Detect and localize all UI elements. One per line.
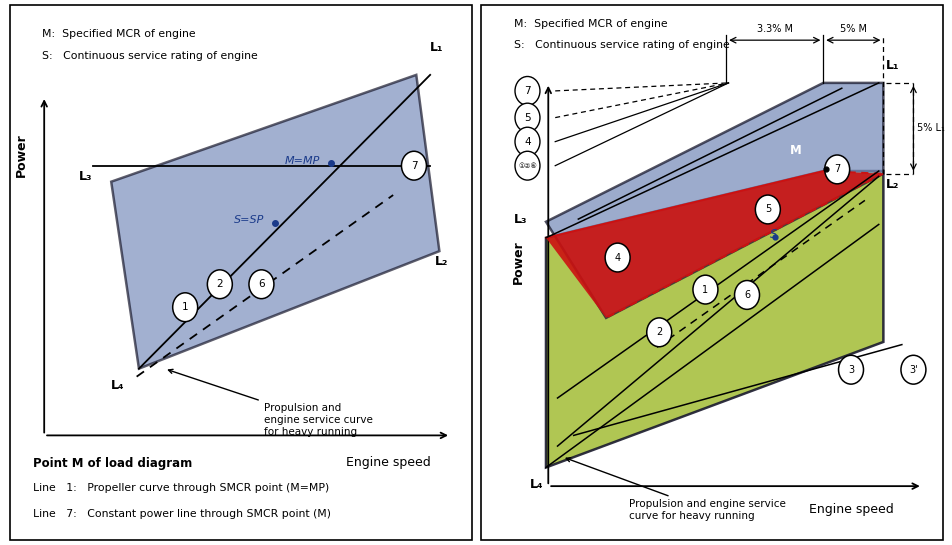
Text: 5: 5 xyxy=(524,113,530,123)
Text: Line   7:   Constant power line through SMCR point (M): Line 7: Constant power line through SMCR… xyxy=(32,508,330,519)
Text: L₁: L₁ xyxy=(884,59,899,72)
Text: 5% M: 5% M xyxy=(839,24,866,34)
Text: 7: 7 xyxy=(833,165,840,174)
Circle shape xyxy=(514,127,540,156)
Text: Power: Power xyxy=(511,240,525,284)
Polygon shape xyxy=(545,171,883,468)
Text: 5: 5 xyxy=(764,204,770,215)
Text: Propulsion and engine service
curve for heavy running: Propulsion and engine service curve for … xyxy=(565,458,785,521)
Circle shape xyxy=(755,195,780,224)
Circle shape xyxy=(514,103,540,132)
Text: 3.3% M: 3.3% M xyxy=(756,24,792,34)
Text: 1: 1 xyxy=(182,302,188,312)
Text: L₄: L₄ xyxy=(111,379,125,392)
Circle shape xyxy=(900,355,925,384)
Text: 7: 7 xyxy=(524,86,530,96)
Text: 1: 1 xyxy=(702,284,707,295)
Text: Engine speed: Engine speed xyxy=(346,456,430,469)
Circle shape xyxy=(172,293,197,322)
Text: Propulsion and
engine service curve
for heavy running: Propulsion and engine service curve for … xyxy=(169,370,372,437)
Text: 3': 3' xyxy=(908,365,917,375)
Text: M:  Specified MCR of engine: M: Specified MCR of engine xyxy=(42,29,195,39)
Polygon shape xyxy=(545,171,883,318)
Circle shape xyxy=(692,275,717,304)
Text: M:  Specified MCR of engine: M: Specified MCR of engine xyxy=(513,19,666,29)
Text: 4: 4 xyxy=(524,137,530,147)
Text: 4: 4 xyxy=(614,252,620,263)
Circle shape xyxy=(838,355,863,384)
Text: Engine speed: Engine speed xyxy=(808,502,892,516)
Text: Line   1:   Propeller curve through SMCR point (M=MP): Line 1: Propeller curve through SMCR poi… xyxy=(32,483,328,493)
Circle shape xyxy=(605,243,629,272)
Circle shape xyxy=(248,270,273,299)
Text: 6: 6 xyxy=(744,290,749,300)
Text: S:   Continuous service rating of engine: S: Continuous service rating of engine xyxy=(42,51,257,61)
Text: 3: 3 xyxy=(847,365,853,375)
Polygon shape xyxy=(111,75,439,368)
Circle shape xyxy=(514,152,540,180)
Circle shape xyxy=(401,152,426,180)
Circle shape xyxy=(823,155,849,184)
Text: S:   Continuous service rating of engine: S: Continuous service rating of engine xyxy=(513,40,728,50)
Text: L₂: L₂ xyxy=(434,255,447,268)
Text: 2: 2 xyxy=(216,279,223,289)
Text: ①②⑥: ①②⑥ xyxy=(518,162,536,169)
Text: 7: 7 xyxy=(410,161,417,171)
Text: M=MP: M=MP xyxy=(285,156,320,166)
FancyBboxPatch shape xyxy=(10,5,471,540)
Text: S: S xyxy=(769,228,777,240)
Text: 2: 2 xyxy=(655,328,662,337)
Circle shape xyxy=(514,76,540,105)
Text: M: M xyxy=(789,144,801,157)
Circle shape xyxy=(646,318,671,347)
Text: S=SP: S=SP xyxy=(233,215,264,225)
Polygon shape xyxy=(545,83,883,318)
Text: Point M of load diagram: Point M of load diagram xyxy=(32,457,191,470)
Text: L₂: L₂ xyxy=(884,178,898,191)
Text: L₃: L₃ xyxy=(79,170,92,183)
Circle shape xyxy=(734,281,759,310)
Text: Power: Power xyxy=(14,133,28,177)
Text: L₄: L₄ xyxy=(529,478,543,491)
FancyBboxPatch shape xyxy=(481,5,942,540)
Text: L₁: L₁ xyxy=(429,40,444,53)
Circle shape xyxy=(208,270,232,299)
Text: 6: 6 xyxy=(258,279,265,289)
Text: 5% L₁: 5% L₁ xyxy=(916,123,944,134)
Text: L₃: L₃ xyxy=(513,213,526,226)
